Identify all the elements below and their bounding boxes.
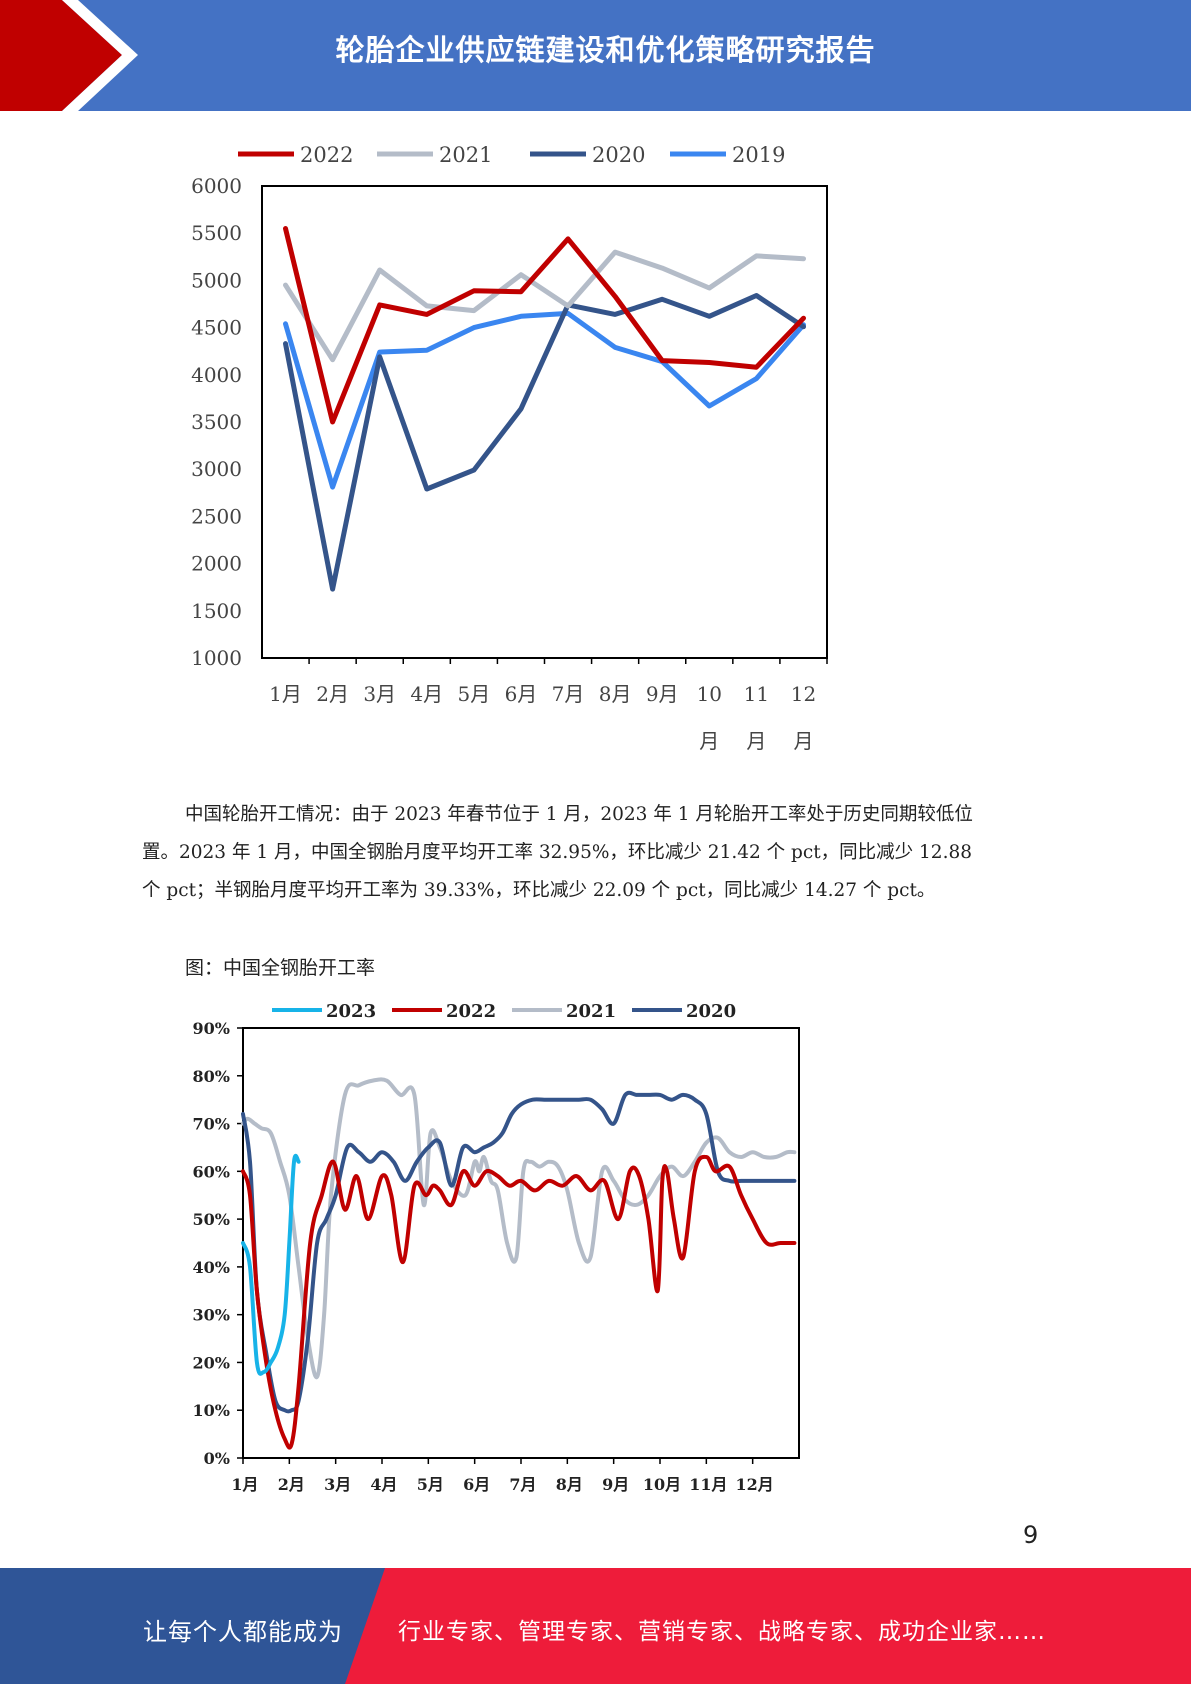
y-tick-label: 70% bbox=[193, 1115, 230, 1134]
paragraph-line-1: 中国轮胎开工情况：由于 2023 年春节位于 1 月，2023 年 1 月轮胎开… bbox=[185, 804, 973, 825]
x-tick-label: 5月 bbox=[458, 682, 491, 706]
y-tick-label: 50% bbox=[193, 1210, 230, 1229]
x-tick-label: 5月 bbox=[417, 1475, 444, 1494]
y-tick-label: 1000 bbox=[191, 646, 242, 670]
series-line-2019 bbox=[283, 310, 806, 490]
x-tick-label: 10 bbox=[697, 682, 722, 706]
x-tick-label: 9月 bbox=[646, 682, 679, 706]
legend-label-2022: 2022 bbox=[446, 1001, 496, 1022]
chart-tire-output-monthly: 2022 2021 2020 2019 6000 5500 5000 4500 4000 350… bbox=[191, 143, 828, 752]
x-tick-label: 10月 bbox=[643, 1475, 681, 1494]
footer-slogan-left: 让每个人都能成为 bbox=[143, 1618, 343, 1646]
y-tick-label: 4500 bbox=[191, 316, 242, 340]
y-tick-label: 0% bbox=[204, 1449, 230, 1468]
y-tick-label: 5500 bbox=[191, 221, 242, 245]
x-tick-label: 2月 bbox=[316, 682, 349, 706]
x-tick-label: 11 bbox=[744, 682, 769, 706]
legend-label-2019: 2019 bbox=[732, 143, 785, 167]
y-tick-label: 40% bbox=[193, 1258, 230, 1277]
chart1-plot-frame bbox=[261, 185, 828, 659]
series-line-2023 bbox=[241, 1153, 301, 1376]
legend-label-2021: 2021 bbox=[566, 1001, 616, 1022]
series-line-2020 bbox=[283, 293, 806, 592]
footer-slogan-right: 行业专家、管理专家、营销专家、战略专家、成功企业家…… bbox=[398, 1619, 1046, 1645]
x-tick-label: 11月 bbox=[689, 1475, 727, 1494]
legend-label-2022: 2022 bbox=[300, 143, 353, 167]
x-tick-label-suffix: 月 bbox=[699, 729, 719, 752]
x-tick-label: 8月 bbox=[599, 682, 632, 706]
y-tick-label: 3500 bbox=[191, 410, 242, 434]
legend-label-2023: 2023 bbox=[326, 1001, 376, 1022]
body-paragraph: 中国轮胎开工情况：由于 2023 年春节位于 1 月，2023 年 1 月轮胎开… bbox=[142, 796, 1042, 910]
x-tick-label: 2月 bbox=[278, 1475, 305, 1494]
y-tick-label: 90% bbox=[193, 1019, 230, 1038]
x-tick-label: 1月 bbox=[231, 1475, 258, 1494]
x-tick-label: 8月 bbox=[556, 1475, 583, 1494]
x-tick-label: 1月 bbox=[269, 682, 302, 706]
x-tick-label: 3月 bbox=[363, 682, 396, 706]
y-tick-label: 80% bbox=[193, 1067, 230, 1086]
y-tick-label: 1500 bbox=[191, 599, 242, 623]
series-line-2022 bbox=[283, 226, 806, 425]
y-tick-label: 60% bbox=[193, 1162, 230, 1181]
x-tick-label: 12月 bbox=[736, 1475, 774, 1494]
series-line-2020 bbox=[241, 1090, 797, 1414]
page-number: 9 bbox=[1023, 1521, 1039, 1549]
y-tick-label: 5000 bbox=[191, 268, 242, 292]
legend-label-2020: 2020 bbox=[686, 1001, 736, 1022]
x-tick-label-suffix: 月 bbox=[793, 729, 813, 752]
x-tick-label: 6月 bbox=[505, 682, 538, 706]
x-tick-label: 3月 bbox=[324, 1475, 351, 1494]
x-tick-label: 9月 bbox=[602, 1475, 629, 1494]
legend-label-2021: 2021 bbox=[439, 143, 492, 167]
y-tick-label: 6000 bbox=[191, 174, 242, 198]
y-tick-label: 2000 bbox=[191, 552, 242, 576]
header-arrow-decoration bbox=[0, 0, 138, 111]
paragraph-line-2: 置。2023 年 1 月，中国全钢胎月度平均开工率 32.95%，环比减少 21… bbox=[142, 842, 973, 863]
x-tick-label: 6月 bbox=[463, 1475, 490, 1494]
x-tick-label: 4月 bbox=[370, 1475, 397, 1494]
x-tick-label: 7月 bbox=[509, 1475, 536, 1494]
page-footer bbox=[0, 1568, 1191, 1684]
chart-truck-tire-utilization: 2023 2022 2021 2020 90% 80% 70% 60% 50% 40% 30% 20… bbox=[193, 1001, 800, 1494]
series-line-2021 bbox=[283, 249, 806, 363]
y-tick-label: 4000 bbox=[191, 363, 242, 387]
paragraph-line-3: 个 pct；半钢胎月度平均开工率为 39.33%，环比减少 22.09 个 pc… bbox=[142, 880, 936, 901]
y-tick-label: 2500 bbox=[191, 504, 242, 528]
x-tick-label: 4月 bbox=[410, 682, 443, 706]
y-tick-label: 30% bbox=[193, 1306, 230, 1325]
x-tick-label: 7月 bbox=[552, 682, 585, 706]
figure-caption: 图：中国全钢胎开工率 bbox=[185, 957, 376, 979]
page-header: 轮胎企业供应链建设和优化策略研究报告 bbox=[0, 0, 1191, 111]
series-line-2021 bbox=[241, 1077, 797, 1380]
x-tick-label: 12 bbox=[791, 682, 816, 706]
page-title: 轮胎企业供应链建设和优化策略研究报告 bbox=[335, 33, 876, 67]
y-tick-label: 3000 bbox=[191, 457, 242, 481]
y-tick-label: 10% bbox=[193, 1401, 230, 1420]
series-line-2022 bbox=[241, 1154, 797, 1450]
legend-label-2020: 2020 bbox=[592, 143, 645, 167]
y-tick-label: 20% bbox=[193, 1353, 230, 1372]
x-tick-label-suffix: 月 bbox=[746, 729, 766, 752]
